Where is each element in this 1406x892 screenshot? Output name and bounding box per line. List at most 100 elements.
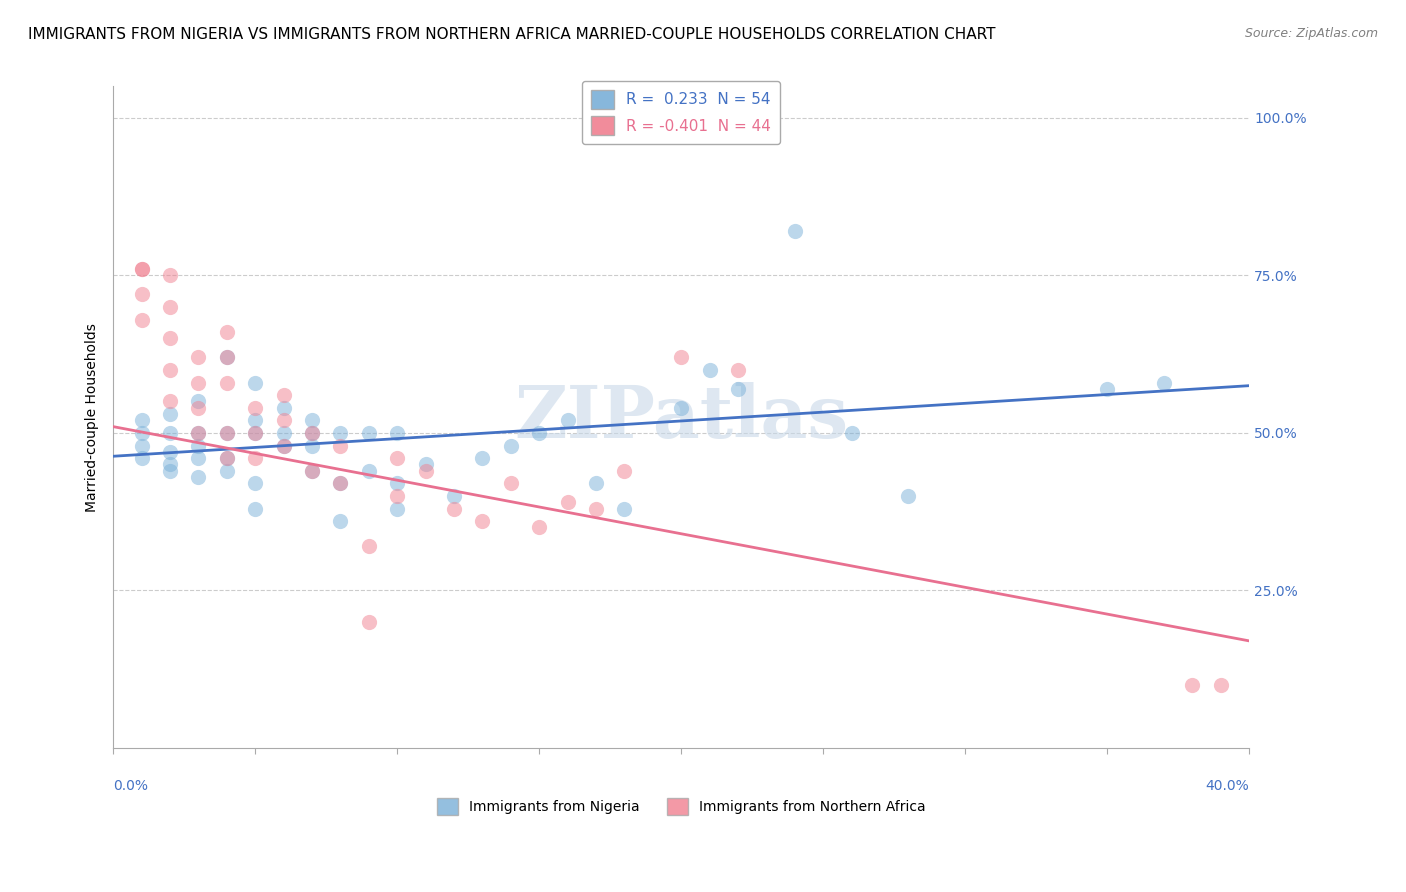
Point [527,425,550,440]
Point [243,451,266,466]
Point [585,476,607,491]
Point [215,464,238,478]
Text: Source: ZipAtlas.com: Source: ZipAtlas.com [1244,27,1378,40]
Point [783,224,806,238]
Point [727,382,749,396]
Point [215,451,238,466]
Y-axis label: Married-couple Households: Married-couple Households [86,323,100,512]
Point [329,476,352,491]
Point [187,470,209,484]
Point [385,451,408,466]
Point [301,438,323,452]
Point [699,363,721,377]
Point [187,401,209,415]
Point [187,394,209,409]
Point [131,413,153,427]
Point [243,376,266,390]
Point [329,476,352,491]
Point [273,438,295,452]
Text: 0.0%: 0.0% [114,779,148,793]
Point [215,376,238,390]
Point [329,438,352,452]
Point [131,312,153,326]
Point [443,489,465,503]
Point [301,464,323,478]
Point [301,425,323,440]
Point [301,413,323,427]
Point [159,331,181,345]
Point [187,451,209,466]
Point [1153,376,1175,390]
Point [273,425,295,440]
Text: 40.0%: 40.0% [1205,779,1249,793]
Point [329,514,352,528]
Point [187,425,209,440]
Point [159,300,181,314]
Point [243,401,266,415]
Point [301,425,323,440]
Point [613,464,636,478]
Point [357,615,380,629]
Point [669,351,692,365]
Point [471,514,494,528]
Point [243,425,266,440]
Point [301,464,323,478]
Point [1181,678,1204,692]
Point [415,464,437,478]
Point [1209,678,1232,692]
Point [243,501,266,516]
Point [159,407,181,421]
Point [273,401,295,415]
Point [557,413,579,427]
Point [215,325,238,339]
Point [897,489,920,503]
Point [131,451,153,466]
Point [131,438,153,452]
Point [159,445,181,459]
Point [329,425,352,440]
Point [215,351,238,365]
Point [727,363,749,377]
Point [585,501,607,516]
Point [159,464,181,478]
Point [385,501,408,516]
Text: IMMIGRANTS FROM NIGERIA VS IMMIGRANTS FROM NORTHERN AFRICA MARRIED-COUPLE HOUSEH: IMMIGRANTS FROM NIGERIA VS IMMIGRANTS FR… [28,27,995,42]
Point [187,376,209,390]
Point [131,262,153,277]
Point [243,476,266,491]
Point [243,413,266,427]
Point [131,425,153,440]
Point [357,425,380,440]
Point [243,425,266,440]
Point [557,495,579,509]
Point [1095,382,1118,396]
Point [385,489,408,503]
Point [187,425,209,440]
Point [273,413,295,427]
Point [273,388,295,402]
Point [215,425,238,440]
Point [669,401,692,415]
Point [159,458,181,472]
Point [215,451,238,466]
Point [499,438,522,452]
Point [215,351,238,365]
Point [159,268,181,283]
Point [187,438,209,452]
Point [159,394,181,409]
Point [273,438,295,452]
Text: ZIPatlas: ZIPatlas [515,382,848,452]
Point [527,520,550,534]
Point [841,425,863,440]
Point [443,501,465,516]
Point [357,540,380,554]
Point [471,451,494,466]
Point [159,363,181,377]
Point [215,425,238,440]
Point [385,425,408,440]
Point [613,501,636,516]
Point [357,464,380,478]
Point [131,262,153,277]
Point [131,287,153,301]
Legend: Immigrants from Nigeria, Immigrants from Northern Africa: Immigrants from Nigeria, Immigrants from… [432,792,931,821]
